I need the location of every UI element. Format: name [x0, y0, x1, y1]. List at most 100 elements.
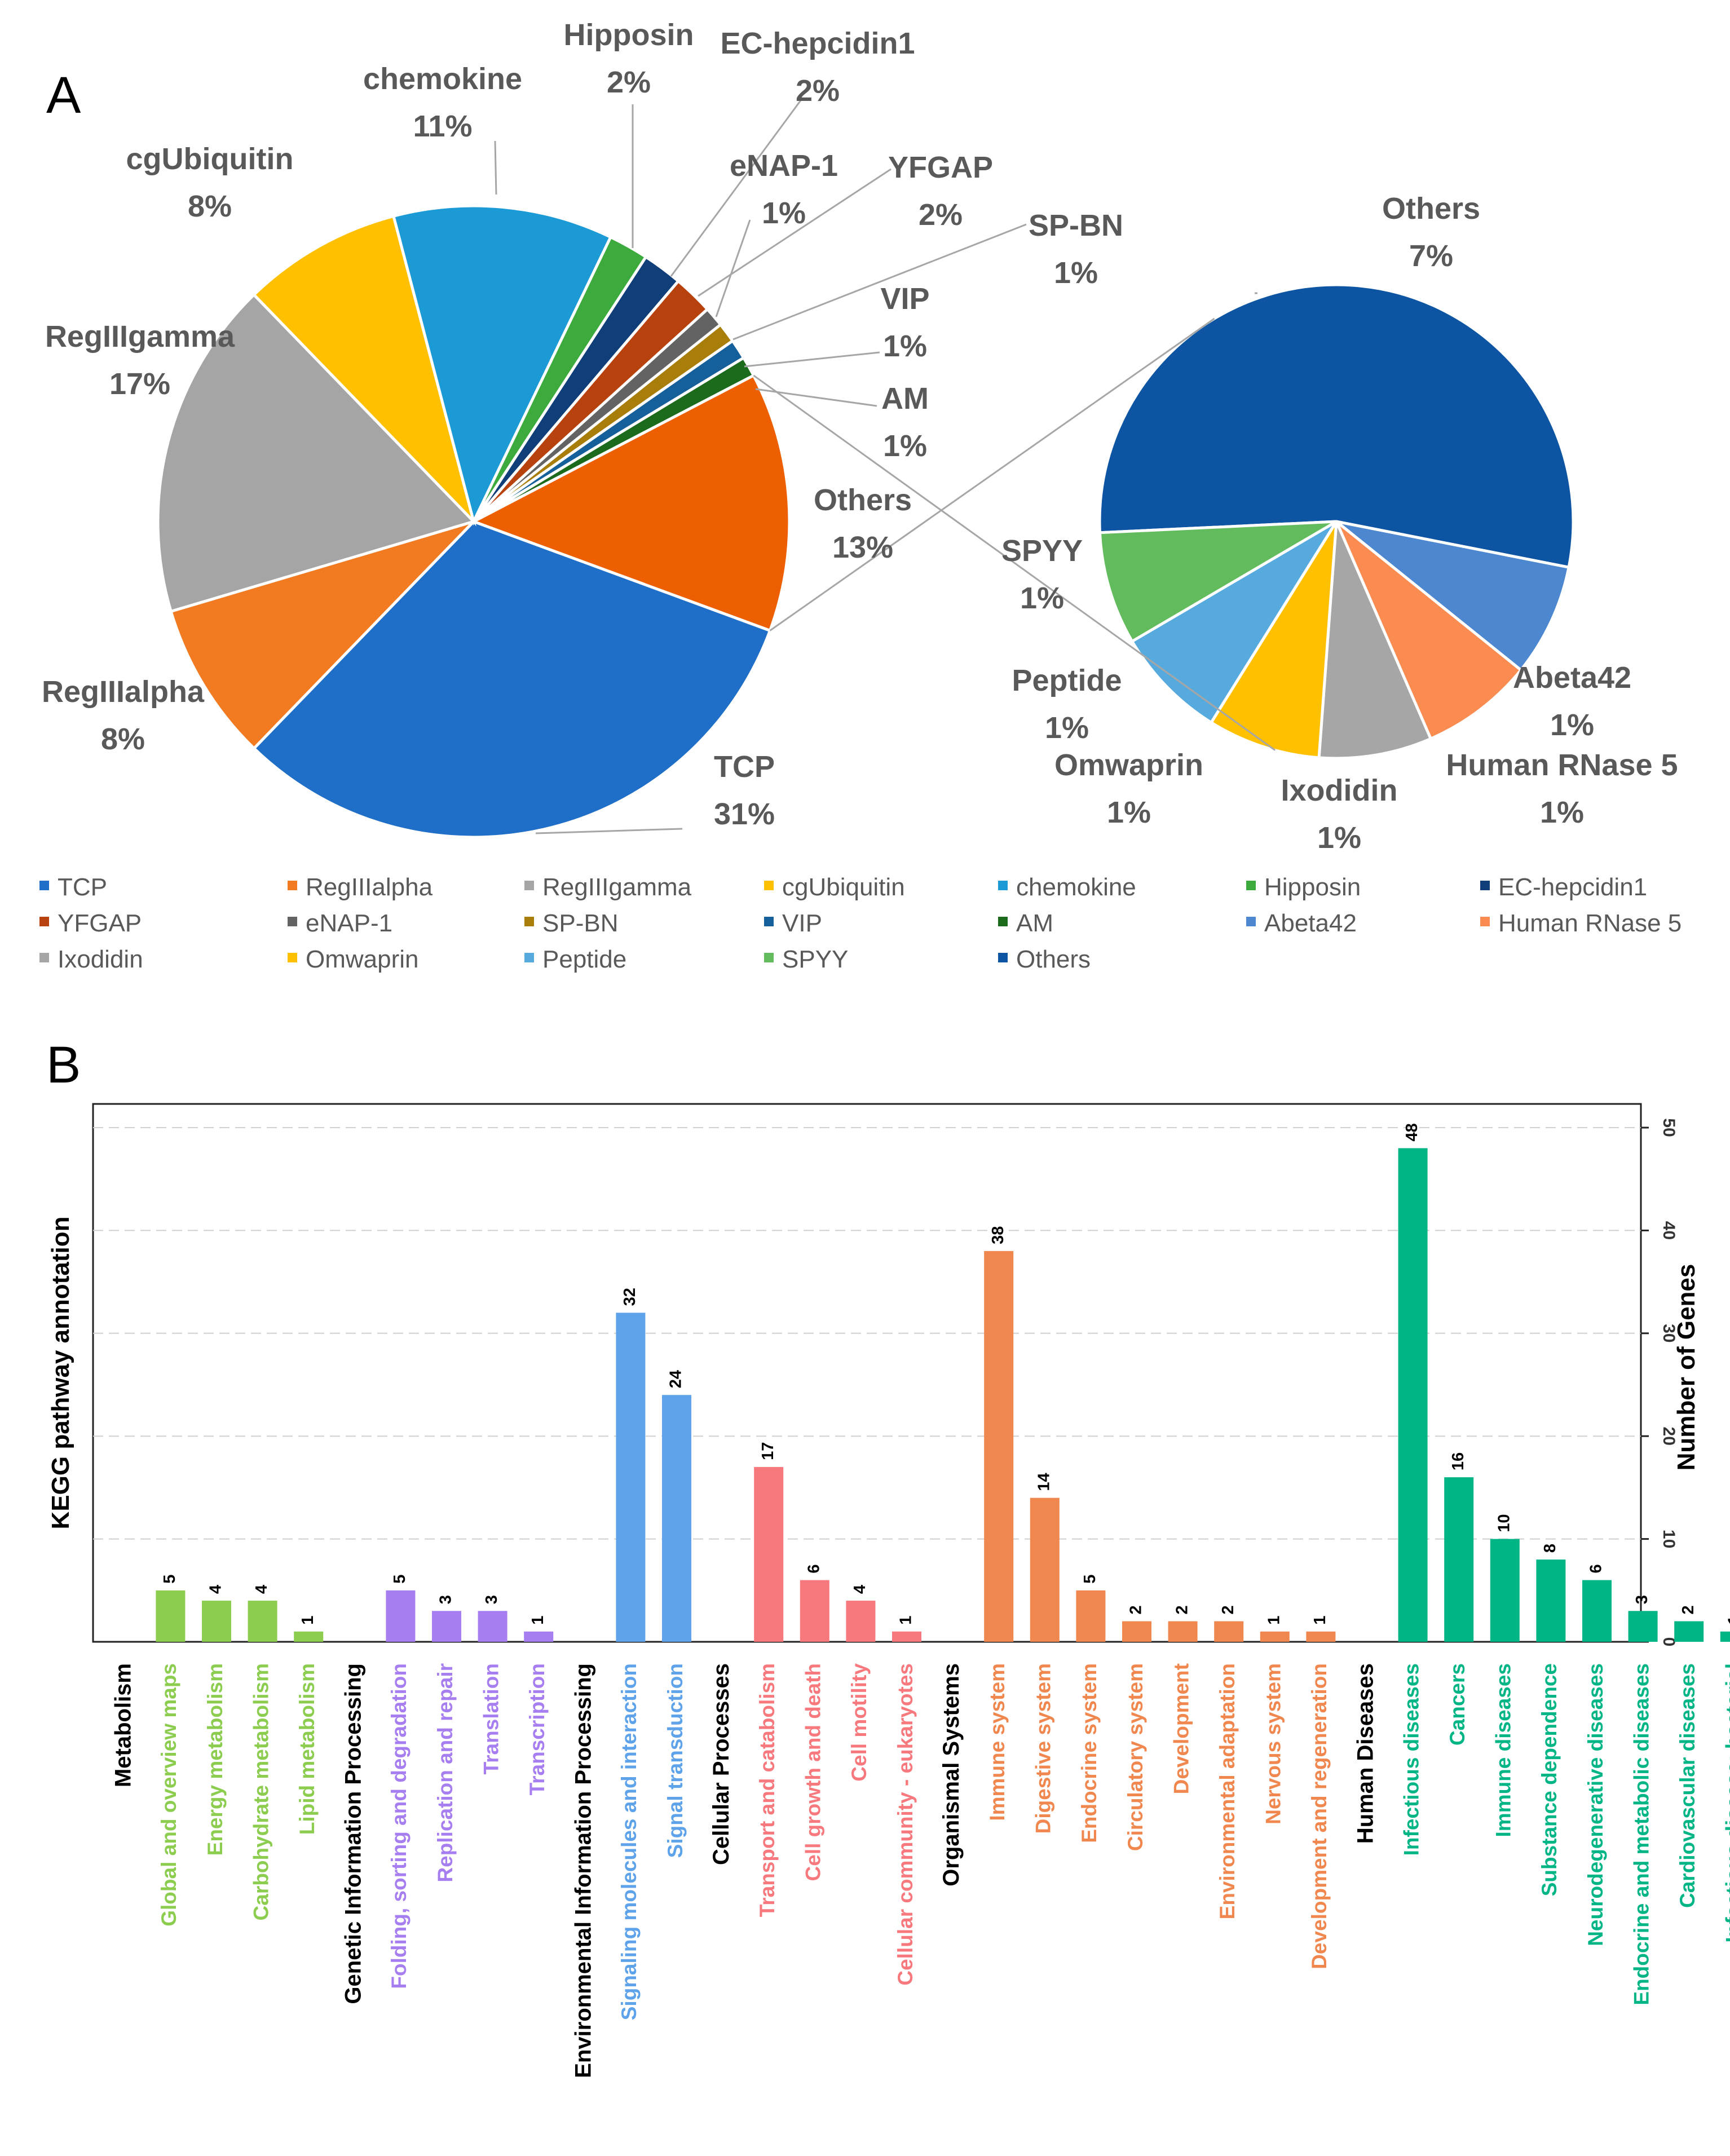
- value-label-substance-dependence: 8: [1541, 1544, 1559, 1553]
- bar-cell-motility: [846, 1601, 876, 1642]
- value-label-immune-diseases: 10: [1495, 1514, 1513, 1532]
- value-label-environmental-adaptation: 2: [1219, 1605, 1237, 1614]
- pie-slice-regiiigamma: [156, 293, 476, 613]
- bar-energy-metabolism: [202, 1601, 231, 1642]
- pie-label-hipposin-percent: 2%: [607, 65, 651, 99]
- y-tick-label-10: 10: [1660, 1530, 1678, 1548]
- pie-label-ec-hepcidin1-leader: [670, 100, 802, 277]
- sec-pie-label-omwaprin-name: Omwaprin: [1054, 748, 1203, 782]
- legend-swatch-hipposin: [1246, 881, 1256, 890]
- pie-label-ec-hepcidin1-percent: 2%: [796, 74, 840, 108]
- value-label-digestive-system: 14: [1035, 1473, 1053, 1491]
- legend-label-peptide: Peptide: [542, 946, 626, 973]
- value-label-immune-system: 38: [989, 1226, 1007, 1244]
- value-label-neurodegenerative-diseases: 6: [1587, 1564, 1605, 1573]
- bar-infectious-diseases: [1398, 1148, 1428, 1642]
- legend-label-enap-1: eNAP-1: [306, 909, 392, 937]
- bar-development: [1168, 1621, 1198, 1642]
- bar-cellular-community-eukaryotes: [892, 1631, 921, 1642]
- pie-label-sp-bn-percent: 1%: [1054, 256, 1098, 290]
- sec-pie-slice-human-rnase-5: [1335, 520, 1523, 741]
- sec-pie-label-abeta42-name: Abeta42: [1513, 661, 1631, 695]
- bar-global-and-overview-maps: [156, 1590, 186, 1642]
- value-label-development-and-regeneration: 1: [1311, 1616, 1329, 1625]
- legend-label-spyy: SPYY: [782, 946, 848, 973]
- category-label-cardiovascular-diseases: Cardiovascular diseases: [1676, 1663, 1699, 1908]
- legend-swatch-chemokine: [998, 881, 1008, 890]
- value-label-cell-motility: 4: [851, 1585, 869, 1594]
- connector-line-top: [769, 317, 1215, 631]
- legend-swatch-peptide: [524, 953, 534, 962]
- bar-substance-dependence: [1536, 1559, 1566, 1642]
- sec-pie-label-human-rnase-5-percent: 1%: [1540, 796, 1584, 829]
- legend-swatch-ec-hepcidin1: [1480, 881, 1490, 890]
- bar-transcription: [524, 1631, 554, 1642]
- bar-signal-transduction: [662, 1395, 691, 1642]
- category-label-global-and-overview-maps: Global and overview maps: [157, 1663, 180, 1927]
- bar-immune-system: [984, 1251, 1014, 1642]
- pie-labels: TCP 31% RegIIIalpha 8% RegIIIgamma 17% cgUbiqu…: [42, 18, 1678, 855]
- pie-slice-regiiialpha: [169, 518, 479, 750]
- pie-label-tcp-percent: 31%: [714, 797, 775, 831]
- category-label-development-and-regeneration: Development and regeneration: [1308, 1663, 1331, 1969]
- sec-pie-label-abeta42-percent: 1%: [1550, 708, 1594, 742]
- pie-label-regiiigamma-percent: 17%: [109, 367, 170, 401]
- group-label-environmental-information-processing: Environmental Information Processing: [571, 1663, 595, 2078]
- pie-label-yfgap-name: YFGAP: [888, 151, 993, 184]
- panel-label-b: B: [46, 1036, 81, 1094]
- value-label-development: 2: [1173, 1605, 1191, 1614]
- category-label-endocrine-system: Endocrine system: [1078, 1663, 1101, 1843]
- bar-cell-growth-and-death: [800, 1580, 829, 1642]
- connector-line-bottom: [753, 374, 1276, 751]
- category-label-replication-and-repair: Replication and repair: [434, 1663, 457, 1883]
- bar-infectious-disease-bacterial: [1720, 1631, 1730, 1642]
- value-label-endocrine-and-metabolic-diseases: 3: [1633, 1595, 1651, 1604]
- bar-immune-diseases: [1490, 1539, 1520, 1642]
- group-label-genetic-information-processing: Genetic Information Processing: [341, 1663, 365, 2004]
- group-label-organismal-systems: Organismal Systems: [939, 1663, 964, 1886]
- legend-swatch-sp-bn: [524, 917, 534, 926]
- pie-label-cgubiquitin-name: cgUbiquitin: [126, 142, 294, 176]
- bar-digestive-system: [1030, 1497, 1060, 1642]
- category-label-neurodegenerative-diseases: Neurodegenerative diseases: [1584, 1663, 1607, 1946]
- category-label-transport-and-catabolism: Transport and catabolism: [756, 1663, 779, 1917]
- legend-label-regiiigamma: RegIIIgamma: [542, 873, 692, 901]
- pie-label-sp-bn-name: SP-BN: [1029, 209, 1123, 242]
- pie-label-tcp-leader: [535, 828, 683, 834]
- pie-legend: TCP RegIIIalpha RegIIIgamma cgUbiquitin chem…: [39, 873, 1682, 973]
- category-label-transcription: Transcription: [526, 1663, 549, 1795]
- pie-slice-cgubiquitin: [251, 214, 476, 527]
- sec-pie-slice-spyy: [1098, 520, 1338, 643]
- value-label-infectious-disease-bacterial: 1: [1725, 1616, 1730, 1625]
- sec-pie-label-spyy-percent: 1%: [1020, 581, 1064, 615]
- value-label-cellular-community-eukaryotes: 1: [897, 1616, 915, 1625]
- category-label-infectious-diseases: Infectious diseases: [1400, 1663, 1423, 1855]
- pie-label-others-percent: 13%: [832, 531, 893, 564]
- legend-label-yfgap: YFGAP: [58, 909, 142, 937]
- bar-cardiovascular-diseases: [1674, 1621, 1704, 1642]
- value-label-signaling-molecules-and-interaction: 32: [621, 1288, 639, 1306]
- value-label-signal-transduction: 24: [667, 1370, 685, 1388]
- kegg-bar-chart: 0 10 20 30 40 50 Number of Genes KEGG pathway a…: [47, 1103, 1730, 2078]
- pie-label-chemokine-name: chemokine: [363, 62, 522, 96]
- value-label-transport-and-catabolism: 17: [759, 1442, 777, 1460]
- legend-swatch-regiiigamma: [524, 881, 534, 890]
- pie-label-tcp-name: TCP: [714, 750, 775, 784]
- pie-label-enap-1-percent: 1%: [762, 196, 806, 230]
- pie-label-vip-name: VIP: [880, 282, 929, 316]
- value-label-transcription: 1: [529, 1616, 547, 1625]
- category-label-cell-motility: Cell motility: [848, 1663, 871, 1782]
- legend-swatch-yfgap: [39, 917, 49, 926]
- sec-pie-label-ixodidin-percent: 1%: [1317, 821, 1361, 855]
- category-label-signal-transduction: Signal transduction: [664, 1663, 687, 1858]
- panel-label-a: A: [46, 67, 81, 124]
- pie-label-regiiialpha-name: RegIIIalpha: [42, 675, 205, 709]
- category-label-environmental-adaptation: Environmental adaptation: [1216, 1663, 1239, 1919]
- pie-label-regiiigamma-name: RegIIIgamma: [45, 320, 235, 354]
- legend-label-vip: VIP: [782, 909, 822, 937]
- category-label-cellular-community-eukaryotes: Cellular community - eukaryotes: [894, 1663, 917, 1986]
- value-label-cell-growth-and-death: 6: [805, 1564, 823, 1573]
- sec-pie-slice-peptide: [1130, 520, 1338, 724]
- category-label-translation: Translation: [479, 1663, 502, 1774]
